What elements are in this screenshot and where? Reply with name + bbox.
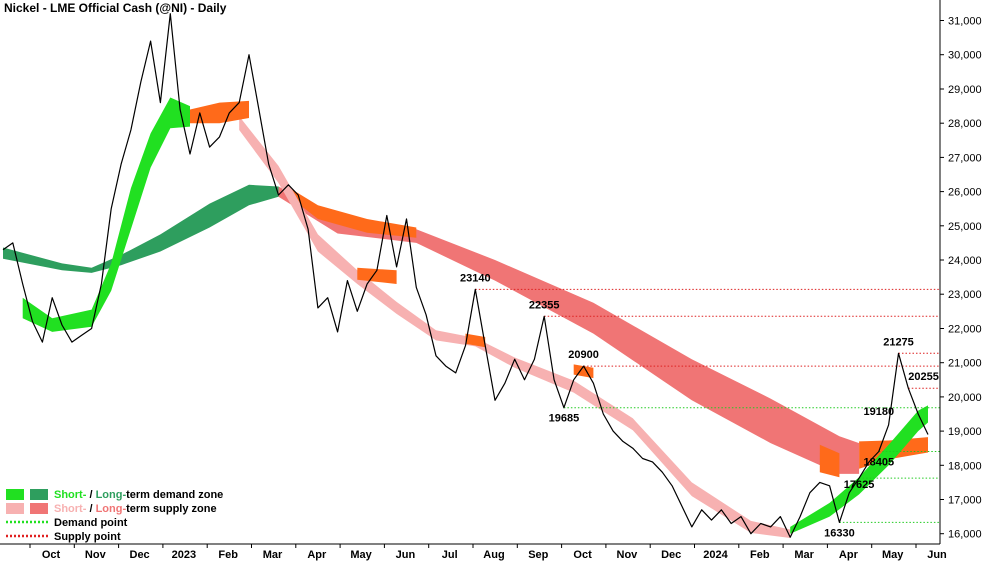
x-tick-label: Dec [130,549,150,561]
legend-label: Demand point [54,517,128,529]
legend-swatch-short [6,489,24,500]
y-tick-label: 22,000 [948,324,982,336]
value-annotation: 20900 [568,349,599,361]
x-tick-label: Jun [396,549,416,561]
y-tick-label: 27,000 [948,152,982,164]
legend-swatch-long [30,489,48,500]
legend-label-part: term demand zone [126,489,223,501]
value-annotation: 17625 [844,479,875,491]
y-tick-label: 24,000 [948,255,982,267]
y-tick-label: 16,000 [948,529,982,541]
y-tick-label: 17,000 [948,495,982,507]
short-term-demand-zone [22,97,191,332]
value-annotation: 23140 [460,272,491,284]
legend-label-part: Long- [96,503,127,515]
x-tick-label: May [882,549,904,561]
legend-swatch-long [30,503,48,514]
y-tick-label: 31,000 [948,16,982,28]
short-term-supply-zone [239,116,791,539]
y-tick-label: 19,000 [948,426,982,438]
price-annotations: 23140 22355 20900 19685 21275 20255 19180 18405… [460,272,939,539]
value-annotation: 18405 [864,457,895,469]
x-tick-label: Jun [927,549,947,561]
legend-label-part: Short- [54,489,87,501]
short-term-transition-zone [190,100,249,124]
y-tick-label: 28,000 [948,118,982,130]
y-tick-label: 18,000 [948,460,982,472]
x-tick-label: Mar [794,549,814,561]
value-annotation: 19685 [549,413,580,425]
x-tick-label: Feb [750,549,770,561]
y-tick-label: 26,000 [948,187,982,199]
y-tick-label: 25,000 [948,221,982,233]
short-term-transition-zone-jun [465,333,486,348]
value-annotation: 16330 [824,527,855,539]
long-term-demand-zone [3,184,279,273]
x-tick-label: Nov [617,549,639,561]
long-term-supply-zone [278,186,860,474]
x-tick-label: Feb [218,549,238,561]
long-term-transition-zone [288,187,417,238]
x-tick-label: Apr [307,549,327,561]
y-tick-label: 21,000 [948,358,982,370]
legend-label: Supply point [54,531,121,543]
x-tick-label: Apr [839,549,859,561]
legend-label-part: Short- [54,503,87,515]
x-tick-label: 2023 [172,549,196,561]
value-annotation: 20255 [908,371,939,383]
x-tick-label: Oct [42,549,61,561]
x-tick-label: Jul [442,549,458,561]
x-tick-label: Oct [573,549,592,561]
legend-label: Short- / Long-term demand zone [54,489,223,501]
value-annotation: 21275 [883,336,914,348]
y-tick-label: 30,000 [948,50,982,62]
x-tick-label: Dec [661,549,681,561]
legend-label-part: / [86,503,95,515]
x-tick-label: Aug [483,549,504,561]
legend-label: Short- / Long-term supply zone [54,503,217,515]
chart-title: Nickel - LME Official Cash (@NI) - Daily [4,1,227,15]
reference-lines [475,288,940,523]
x-tick-label: Nov [85,549,107,561]
x-tick-label: May [350,549,372,561]
y-tick-label: 29,000 [948,84,982,96]
price-line [2,13,929,538]
y-tick-label: 23,000 [948,289,982,301]
legend-swatch-short [6,503,24,514]
x-tick-label: 2024 [703,549,728,561]
legend-label-part: / [86,489,95,501]
value-annotation: 19180 [864,406,895,418]
short-term-transition-zone-mar [819,444,840,478]
short-term-transition-zone-apr [357,267,397,284]
x-tick-label: Mar [263,549,283,561]
value-annotation: 22355 [529,299,560,311]
price-series [2,13,929,538]
legend-label-part: Long- [96,489,127,501]
short-term-demand-zone-2024 [790,405,928,534]
legend-label-part: term supply zone [126,503,216,515]
zone-bands [3,97,928,539]
y-tick-label: 20,000 [948,392,982,404]
x-tick-label: Sep [528,549,548,561]
